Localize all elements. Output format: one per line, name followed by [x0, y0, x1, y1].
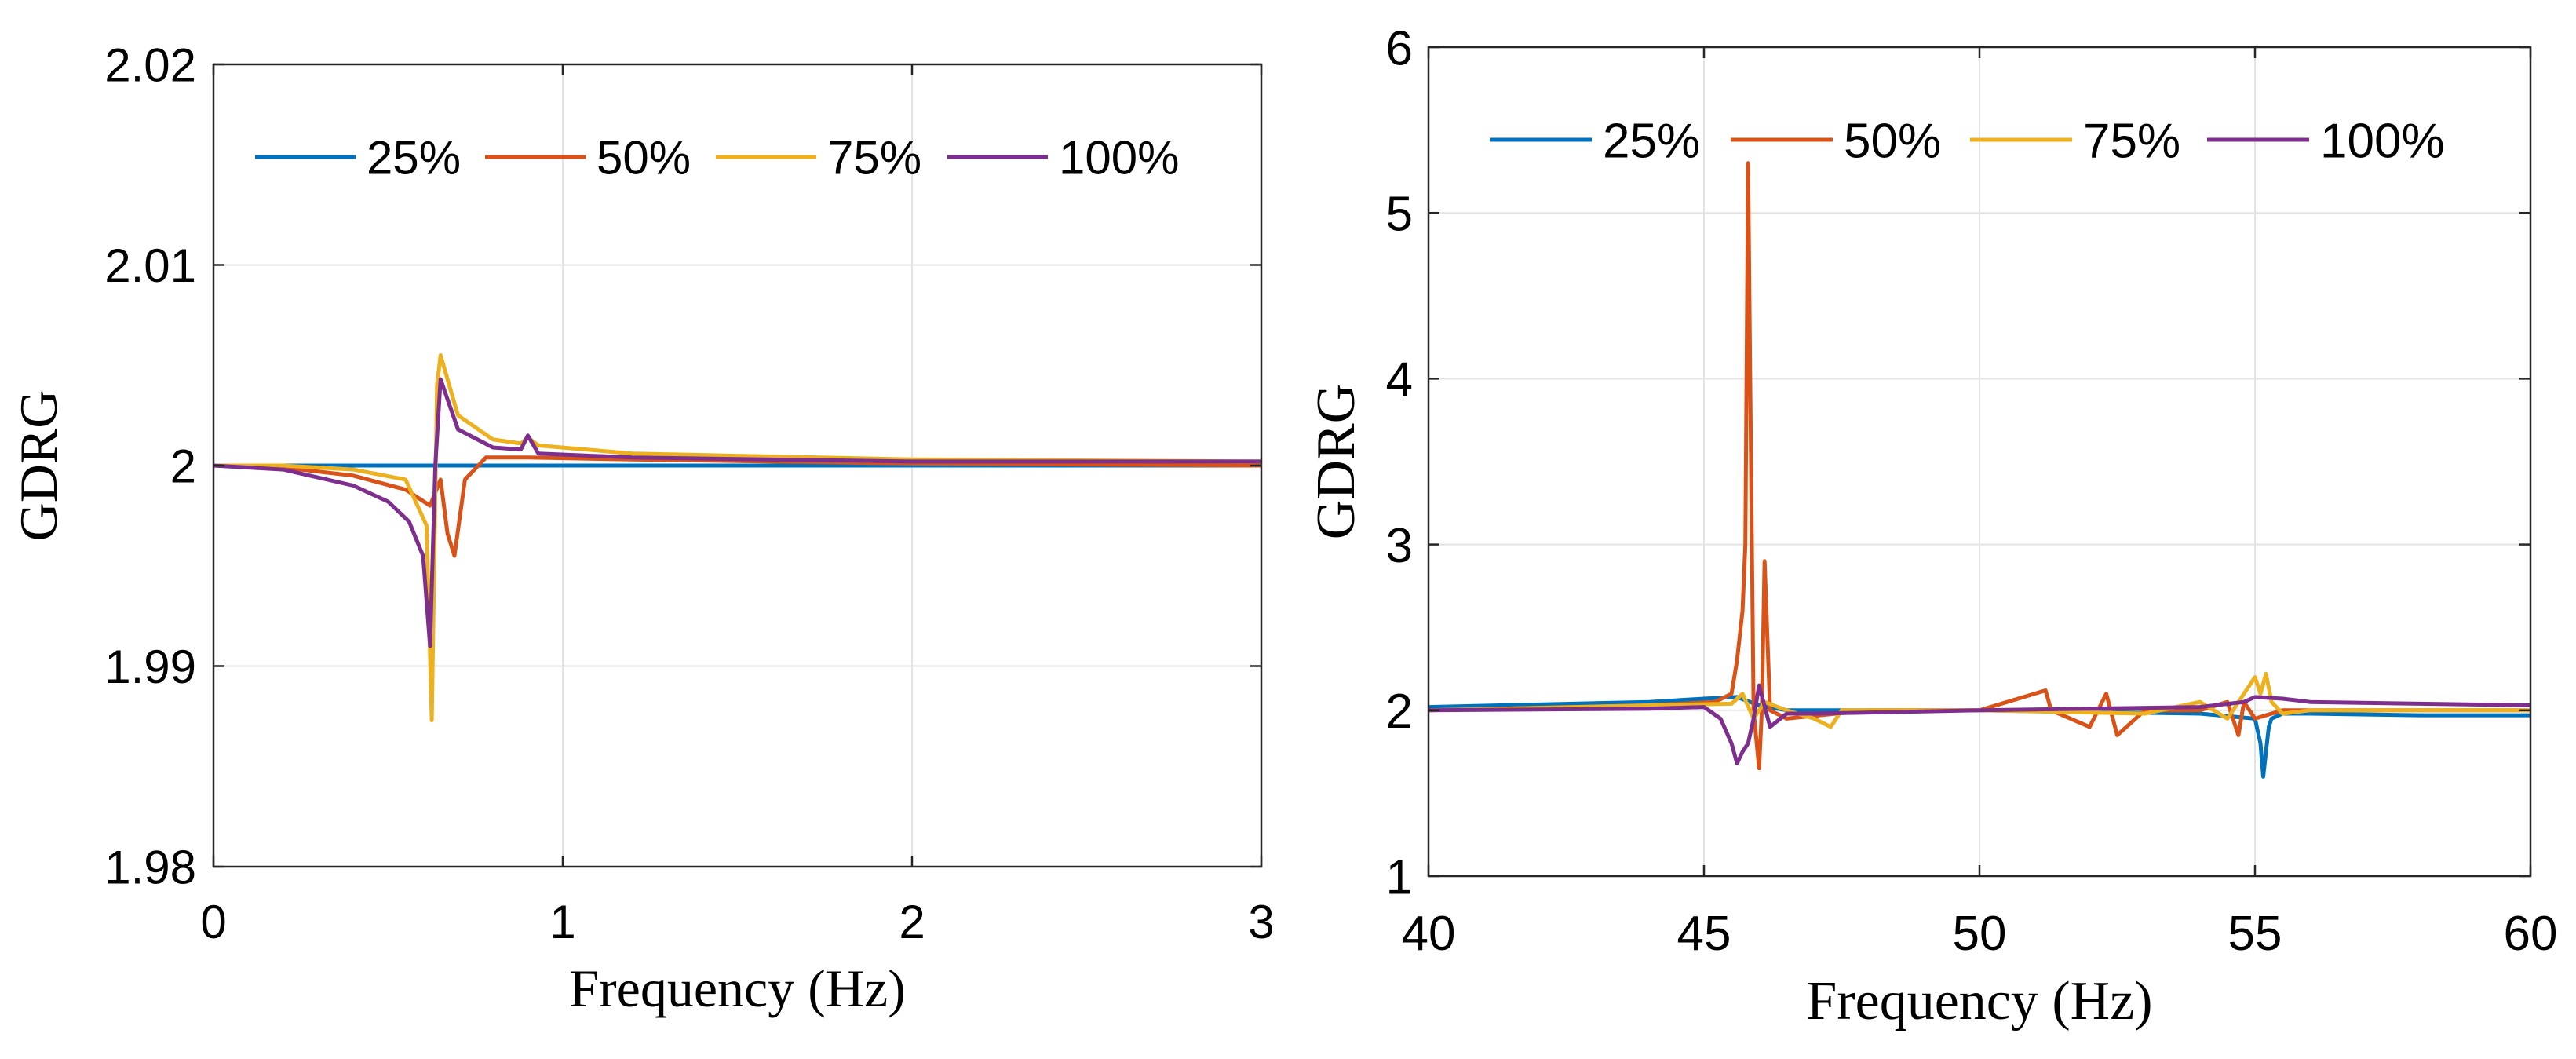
legend: 25% 50% 75% 100% — [1490, 114, 2445, 168]
x-tick-label: 60 — [2504, 907, 2558, 961]
x-tick-label: 0 — [200, 896, 226, 948]
x-tick-label: 2 — [899, 896, 925, 948]
y-axis-title: GDRG — [9, 390, 68, 542]
x-tick-label: 3 — [1248, 896, 1274, 948]
legend-label-100pct: 100% — [2320, 114, 2445, 168]
legend-label-100pct: 100% — [1059, 132, 1179, 184]
x-tick-label: 50 — [1953, 907, 2007, 961]
legend-label-50pct: 50% — [597, 132, 691, 184]
legend-label-75pct: 75% — [827, 132, 921, 184]
series-line-100pct — [213, 377, 1261, 648]
legend: 25% 50% 75% 100% — [255, 132, 1179, 184]
legend-label-75pct: 75% — [2083, 114, 2180, 168]
legend-label-25pct: 25% — [367, 132, 461, 184]
x-tick-label: 45 — [1677, 907, 1731, 961]
legend-label-50pct: 50% — [1844, 114, 1941, 168]
y-tick-label: 6 — [1386, 21, 1413, 75]
y-tick-label: 2 — [1386, 685, 1413, 739]
x-axis-title: Frequency (Hz) — [569, 959, 906, 1018]
legend-label-25pct: 25% — [1603, 114, 1700, 168]
x-tick-label: 40 — [1402, 907, 1456, 961]
y-tick-label: 4 — [1386, 353, 1413, 407]
y-tick-label: 2.01 — [104, 239, 196, 292]
y-tick-label: 1 — [1386, 850, 1413, 904]
series-line-50pct — [213, 455, 1262, 558]
y-tick-label: 3 — [1386, 519, 1413, 573]
y-tick-label: 1.98 — [104, 842, 196, 894]
y-tick-label: 2.02 — [104, 39, 196, 92]
y-tick-label: 5 — [1386, 188, 1413, 242]
y-axis-title: GDRG — [1306, 384, 1366, 539]
x-tick-label: 1 — [549, 896, 575, 948]
series-line-100pct — [1428, 683, 2531, 765]
series-line-75pct — [1428, 671, 2530, 729]
left-chart: 0 1 2 3 1.98 1.99 2 2.01 2.02 Frequency (Hz) GDRG 2… — [9, 39, 1275, 1018]
x-tick-label: 55 — [2228, 907, 2282, 961]
x-axis-title: Frequency (Hz) — [1806, 971, 2152, 1032]
y-tick-label: 2 — [170, 440, 196, 493]
series-line-75pct — [213, 353, 1262, 722]
y-tick-label: 1.99 — [104, 641, 196, 693]
